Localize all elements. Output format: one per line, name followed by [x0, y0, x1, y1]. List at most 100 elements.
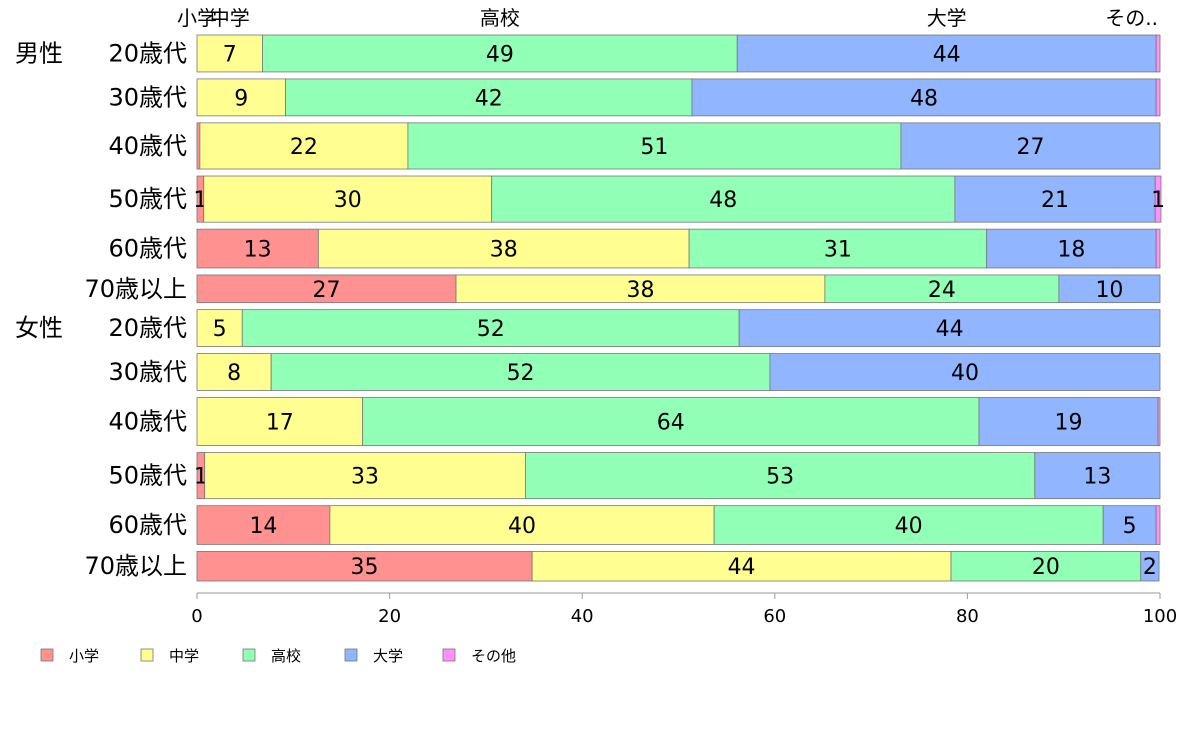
bar-segment	[270, 353, 771, 391]
bar-segment	[769, 353, 1161, 391]
bar-segment	[196, 274, 457, 304]
data-label: 5	[1123, 514, 1137, 539]
data-label: 17	[266, 411, 294, 436]
bar-segment	[1157, 397, 1161, 446]
legend: 小学 中学 高校 大学 その他	[40, 647, 516, 665]
bar-segment	[986, 228, 1157, 269]
data-label: 40	[508, 514, 536, 539]
bar-segment	[1155, 78, 1161, 117]
row-label: 30歳代	[108, 358, 187, 386]
data-label: 53	[766, 465, 794, 490]
data-label: 64	[657, 411, 685, 436]
data-label: 19	[1055, 411, 1083, 436]
data-label: 13	[1083, 465, 1111, 490]
bar-segment	[491, 175, 956, 223]
group-label: 男性	[15, 39, 63, 67]
bar-segment	[317, 228, 690, 269]
data-label: 1	[1151, 188, 1165, 213]
bar-segment	[196, 78, 286, 117]
x-tick-label: 20	[378, 606, 401, 627]
data-label: 9	[234, 86, 248, 111]
data-label: 44	[936, 317, 964, 342]
bar-segment	[738, 309, 1161, 347]
bar-segment	[1058, 274, 1161, 304]
bar-segment	[531, 551, 952, 582]
data-label: 51	[640, 135, 668, 160]
row-label: 70歳以上	[84, 552, 187, 580]
bar-segment	[1140, 551, 1160, 582]
data-label: 21	[1041, 188, 1069, 213]
data-label: 48	[709, 188, 737, 213]
bar-segment	[196, 122, 201, 170]
legend-label: 高校	[271, 647, 301, 665]
bar-segment	[455, 274, 826, 304]
bar-segment	[524, 452, 1036, 500]
bar-segment	[1102, 505, 1157, 545]
row-label: 40歳代	[108, 408, 187, 436]
data-label: 27	[1016, 135, 1044, 160]
row-label: 30歳代	[108, 83, 187, 111]
bar-segment	[1155, 228, 1161, 269]
bar-segment	[196, 397, 364, 446]
data-label: 38	[626, 278, 654, 303]
bar-segment	[329, 505, 715, 545]
data-label: 10	[1095, 278, 1123, 303]
data-label: 8	[227, 361, 241, 386]
data-label: 5	[213, 317, 227, 342]
x-tick-label: 0	[191, 606, 202, 627]
bar-segment	[196, 353, 272, 391]
data-label: 33	[351, 465, 379, 490]
bar-segment	[736, 34, 1157, 73]
legend-label: その他	[471, 647, 516, 665]
x-tick-label: 40	[571, 606, 594, 627]
data-label: 20	[1032, 555, 1060, 580]
row-label: 20歳代	[108, 314, 187, 342]
bar-segment	[203, 175, 493, 223]
data-label: 44	[933, 42, 961, 67]
data-label: 13	[244, 238, 272, 263]
row-labels: 20歳代男性30歳代40歳代50歳代60歳代70歳以上20歳代女性30歳代40歳…	[15, 39, 187, 580]
legend-swatch	[442, 648, 456, 662]
bar-segment	[1155, 34, 1161, 73]
bar-segment	[954, 175, 1156, 223]
column-header-label: その..	[1105, 6, 1158, 30]
bar-segment	[199, 122, 409, 170]
data-label: 40	[895, 514, 923, 539]
bar-segment	[204, 452, 526, 500]
bar-segment	[688, 228, 988, 269]
bar-segment	[196, 34, 263, 73]
row-label: 40歳代	[108, 132, 187, 160]
x-tick-label: 80	[956, 606, 979, 627]
row-label: 50歳代	[108, 185, 187, 213]
legend-label: 小学	[69, 647, 99, 665]
legend-label: 中学	[169, 647, 199, 665]
data-label: 48	[910, 86, 938, 111]
data-label: 38	[490, 238, 518, 263]
bar-segment	[900, 122, 1161, 170]
data-label: 2	[1143, 555, 1157, 580]
data-label: 52	[477, 317, 505, 342]
bar-segment	[196, 228, 319, 269]
bar-segment	[713, 505, 1104, 545]
x-tick-label: 100	[1143, 606, 1177, 627]
bar-segment	[362, 397, 980, 446]
bar-segment	[978, 397, 1159, 446]
data-label: 22	[290, 135, 318, 160]
data-label: 35	[351, 555, 379, 580]
legend-label: 大学	[373, 647, 403, 665]
data-label: 44	[728, 555, 756, 580]
bar-segment	[1034, 452, 1161, 500]
data-label: 49	[486, 42, 514, 67]
x-tick-label: 60	[763, 606, 786, 627]
bar-segment	[262, 34, 738, 73]
data-label: 27	[313, 278, 341, 303]
data-label: 40	[951, 361, 979, 386]
row-label: 60歳代	[108, 235, 187, 263]
bar-segment	[196, 505, 331, 545]
bar-segment	[691, 78, 1157, 117]
bar-segment	[241, 309, 740, 347]
data-label: 31	[824, 238, 852, 263]
legend-swatch	[140, 648, 154, 662]
